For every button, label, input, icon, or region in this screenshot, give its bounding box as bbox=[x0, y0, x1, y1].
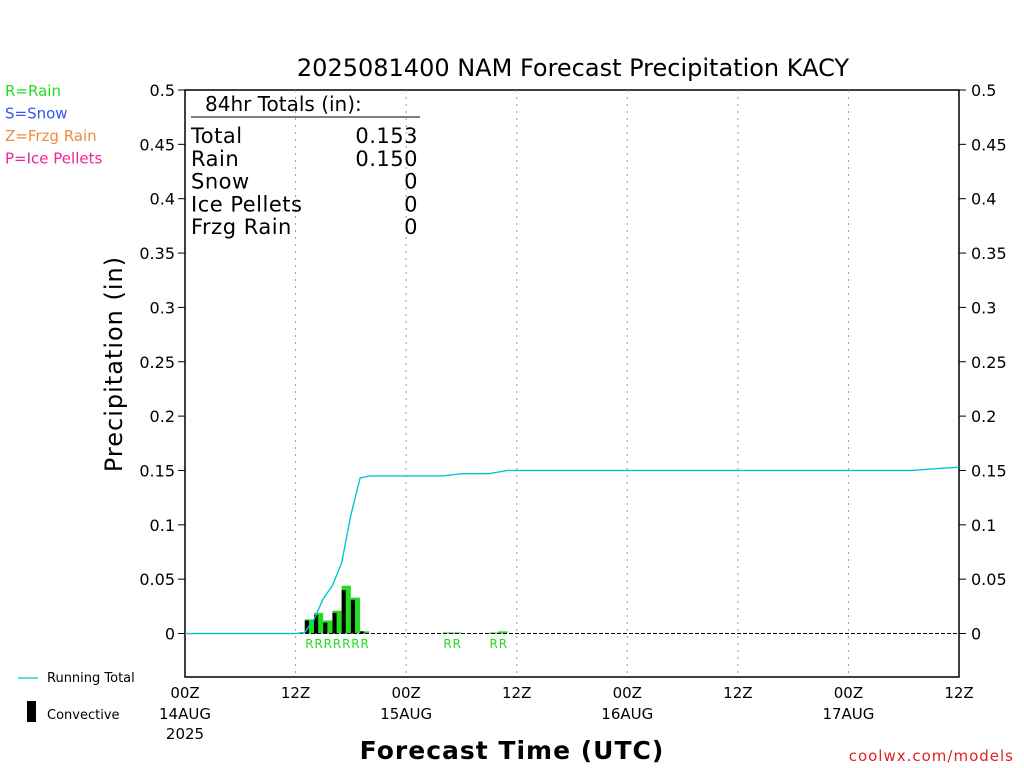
precip-type-legend-item: R=Rain bbox=[5, 82, 61, 100]
y-tick-label-left: 0.5 bbox=[150, 81, 175, 100]
plot-frame bbox=[184, 89, 960, 678]
running-total-line bbox=[185, 466, 960, 635]
y-tick-label-left: 0.05 bbox=[139, 570, 175, 589]
x-axis: 00Z 14AUG 2025 12Z 00Z 15AUG 12Z 00Z 16AUG 12Z 00Z… bbox=[159, 684, 974, 743]
x-tick-date: 17AUG bbox=[822, 705, 874, 723]
y-tick-label-left: 0.2 bbox=[150, 407, 175, 426]
chart-title: 2025081400 NAM Forecast Precipitation KA… bbox=[297, 54, 850, 82]
convective-legend-swatch bbox=[27, 701, 36, 722]
precip-type-label: R bbox=[351, 637, 359, 651]
y-tick-label-right: 0.05 bbox=[971, 570, 1007, 589]
y-tick-label-right: 0.2 bbox=[971, 407, 996, 426]
running-total-series bbox=[185, 466, 960, 635]
y-axis-label: Precipitation (in) bbox=[100, 256, 128, 472]
x-tick-label: 00Z bbox=[170, 684, 199, 702]
precip-type-legend-item: Z=Frzg Rain bbox=[5, 127, 97, 145]
precip-type-legend-item: S=Snow bbox=[5, 105, 68, 123]
y-axis: 0.5 0.5 0.45 0.45 0.4 0.4 0.35 0.35 0.3 0.3 0.25 0.… bbox=[139, 81, 1006, 644]
y-tick-label-right: 0 bbox=[971, 625, 981, 644]
convective-bar bbox=[332, 612, 337, 634]
x-gridlines bbox=[295, 90, 849, 677]
y-tick-label-left: 0.15 bbox=[139, 461, 175, 480]
precip-type-label: R bbox=[324, 637, 332, 651]
precip-type-label: R bbox=[443, 637, 451, 651]
y-tick-label-left: 0.25 bbox=[139, 353, 175, 372]
precip-bar bbox=[323, 620, 333, 634]
precip-bar bbox=[314, 612, 324, 634]
convective-bar bbox=[350, 599, 356, 634]
totals-header: 84hr Totals (in): bbox=[205, 92, 362, 116]
y-tick-label-right: 0.5 bbox=[971, 81, 996, 100]
precip-type-label: R bbox=[361, 637, 369, 651]
y-tick-label-left: 0.3 bbox=[150, 298, 175, 317]
x-tick-date: 14AUG bbox=[159, 705, 211, 723]
precip-type-legend: R=Rain S=Snow Z=Frzg Rain P=Ice Pellets bbox=[5, 82, 102, 168]
totals-row-label: Snow bbox=[191, 170, 250, 194]
totals-row-label: Frzg Rain bbox=[191, 215, 292, 239]
y-tick-label-right: 0.3 bbox=[971, 298, 996, 317]
totals-row-label: Total bbox=[190, 124, 243, 148]
x-tick-label: 12Z bbox=[502, 684, 531, 702]
totals-row-label: Rain bbox=[191, 147, 239, 171]
x-tick-date: 15AUG bbox=[380, 705, 432, 723]
precip-bar bbox=[350, 597, 361, 634]
convective-bar bbox=[341, 590, 346, 634]
precip-type-label: R bbox=[333, 637, 341, 651]
precip-bar bbox=[360, 631, 370, 634]
x-tick-label: 12Z bbox=[723, 684, 752, 702]
totals-row-value: 0 bbox=[404, 215, 418, 239]
precip-bar bbox=[341, 585, 351, 634]
convective-bar bbox=[314, 615, 319, 634]
convective-legend-label: Convective bbox=[47, 708, 120, 723]
y-tick-label-left: 0.4 bbox=[150, 190, 175, 209]
totals-row-value: 0 bbox=[404, 192, 418, 216]
x-tick-label: 12Z bbox=[281, 684, 310, 702]
precip-bar bbox=[498, 631, 508, 634]
precip-bar bbox=[443, 632, 453, 634]
totals-row-label: Ice Pellets bbox=[191, 192, 302, 216]
x-tick-label: 00Z bbox=[834, 684, 863, 702]
precip-type-legend-item: P=Ice Pellets bbox=[5, 150, 102, 168]
running-total-legend-label: Running Total bbox=[47, 671, 135, 686]
totals-row-value: 0.150 bbox=[355, 147, 418, 171]
y-tick-label-left: 0.45 bbox=[139, 135, 175, 154]
y-tick-label-left: 0.35 bbox=[139, 244, 175, 263]
x-tick-label: 00Z bbox=[613, 684, 642, 702]
y-tick-label-right: 0.4 bbox=[971, 190, 996, 209]
convective-bar bbox=[304, 620, 309, 634]
precip-type-label: R bbox=[499, 637, 507, 651]
precip-type-label: R bbox=[453, 637, 461, 651]
precip-type-label: R bbox=[314, 637, 322, 651]
y-tick-label-right: 0.1 bbox=[971, 516, 996, 535]
y-tick-label-left: 0.1 bbox=[150, 516, 175, 535]
y-tick-label-right: 0.15 bbox=[971, 461, 1007, 480]
precip-bar bbox=[332, 610, 342, 634]
precip-type-label: R bbox=[342, 637, 350, 651]
x-axis-label: Forecast Time (UTC) bbox=[360, 736, 665, 765]
x-tick-year: 2025 bbox=[166, 725, 204, 743]
precip-bars bbox=[304, 585, 508, 634]
y-tick-label-right: 0.35 bbox=[971, 244, 1007, 263]
x-tick-date: 16AUG bbox=[601, 705, 653, 723]
y-tick-label-right: 0.25 bbox=[971, 353, 1007, 372]
precip-type-label: R bbox=[305, 637, 313, 651]
totals-row-value: 0.153 bbox=[355, 124, 418, 148]
convective-bar bbox=[360, 631, 365, 634]
totals-box: 84hr Totals (in): Total 0.153 Rain 0.150 Sno… bbox=[190, 92, 420, 239]
x-tick-label: 00Z bbox=[391, 684, 420, 702]
precip-bar bbox=[489, 632, 499, 634]
precip-type-label: R bbox=[490, 637, 498, 651]
convective-bar bbox=[323, 622, 328, 634]
precip-bar bbox=[452, 632, 462, 634]
credit-text: coolwx.com/models bbox=[849, 747, 1014, 765]
y-tick-label-left: 0 bbox=[165, 625, 175, 644]
totals-row-value: 0 bbox=[404, 170, 418, 194]
y-tick-label-right: 0.45 bbox=[971, 135, 1007, 154]
series-legend: Running Total Convective bbox=[18, 671, 135, 723]
x-tick-label: 12Z bbox=[944, 684, 973, 702]
